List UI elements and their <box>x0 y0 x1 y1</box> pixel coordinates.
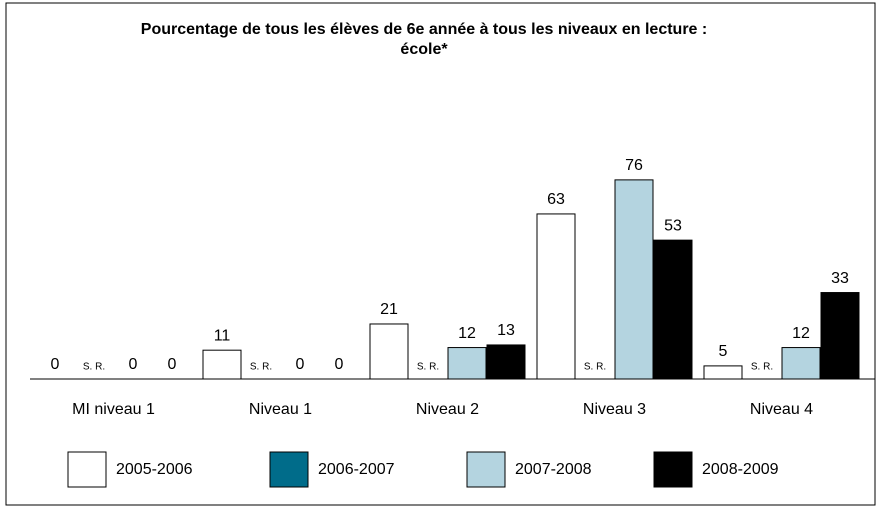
x-tick-label: Niveau 4 <box>750 401 813 418</box>
value-label: S. R. <box>751 362 773 373</box>
value-label: 0 <box>51 356 60 373</box>
value-label: S. R. <box>83 362 105 373</box>
value-label: S. R. <box>250 362 272 373</box>
legend-label: 2007-2008 <box>515 461 592 478</box>
bar <box>703 365 743 380</box>
legend-label: 2006-2007 <box>318 461 395 478</box>
legend-swatch <box>67 451 107 488</box>
frame <box>5 2 876 506</box>
bar <box>820 292 860 380</box>
legend-label: 2005-2006 <box>116 461 193 478</box>
value-label: 0 <box>129 356 138 373</box>
x-tick-label: MI niveau 1 <box>72 401 155 418</box>
value-label: 0 <box>296 356 305 373</box>
value-label: 33 <box>831 270 849 287</box>
value-label: 63 <box>547 191 565 208</box>
value-label: 53 <box>664 217 682 234</box>
value-label: 12 <box>458 325 476 342</box>
x-tick-label: Niveau 2 <box>416 401 479 418</box>
bar <box>202 349 242 380</box>
bar <box>614 179 654 380</box>
chart-title: école* <box>400 41 448 58</box>
value-label: 76 <box>625 157 643 174</box>
legend-swatch <box>269 451 309 488</box>
value-label: S. R. <box>417 362 439 373</box>
legend-swatch <box>466 451 506 488</box>
value-label: 0 <box>335 356 344 373</box>
x-tick-label: Niveau 3 <box>583 401 646 418</box>
value-label: 21 <box>380 301 398 318</box>
bar <box>447 347 487 380</box>
value-label: 5 <box>719 343 728 360</box>
value-label: 0 <box>168 356 177 373</box>
bar <box>536 213 576 380</box>
bar <box>653 239 693 380</box>
legend-label: 2008-2009 <box>702 461 779 478</box>
bar <box>369 323 409 380</box>
bar <box>486 344 526 380</box>
legend-swatch <box>653 451 693 488</box>
value-label: S. R. <box>584 362 606 373</box>
chart-title: Pourcentage de tous les élèves de 6e ann… <box>141 21 707 38</box>
bar <box>781 347 821 380</box>
value-label: 12 <box>792 325 810 342</box>
value-label: 11 <box>214 327 231 344</box>
x-tick-label: Niveau 1 <box>249 401 312 418</box>
value-label: 13 <box>497 322 515 339</box>
